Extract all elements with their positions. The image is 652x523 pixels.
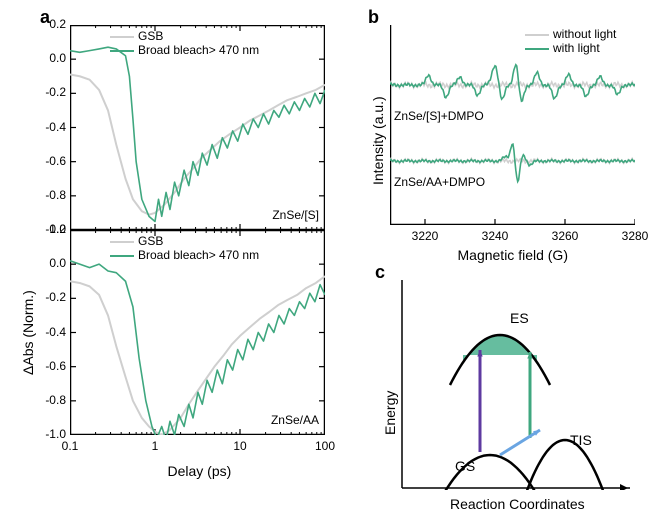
- xtick: 3240: [477, 229, 513, 243]
- ytick: -0.4: [36, 325, 66, 339]
- panel-b-legend: without lightwith light: [525, 27, 616, 55]
- legend-swatch: [110, 36, 134, 38]
- epr-lower-label: ZnSe/AA+DMPO: [394, 175, 485, 189]
- legend-label: GSB: [138, 234, 163, 248]
- legend-label: Broad bleach> 470 nm: [138, 248, 259, 262]
- panel-a-legend: GSBBroad bleach> 470 nm: [110, 29, 259, 57]
- legend-item: Broad bleach> 470 nm: [110, 248, 259, 262]
- xtick: 10: [225, 439, 255, 453]
- ytick: -0.6: [36, 359, 66, 373]
- ytick: -0.6: [36, 154, 66, 168]
- xtick: 3260: [547, 229, 583, 243]
- legend-label: Broad bleach> 470 nm: [138, 43, 259, 57]
- legend-label: without light: [553, 27, 616, 41]
- xtick: 3220: [407, 229, 443, 243]
- panel-c-label: c: [375, 262, 385, 283]
- xtick: 0.1: [55, 439, 85, 453]
- xtick: 1: [140, 439, 170, 453]
- panel-b-label: b: [368, 7, 379, 28]
- legend-item: GSB: [110, 234, 259, 248]
- es-label: ES: [510, 310, 529, 326]
- panel-a-legend: GSBBroad bleach> 470 nm: [110, 234, 259, 262]
- legend-item: without light: [525, 27, 616, 41]
- legend-item: GSB: [110, 29, 259, 43]
- legend-swatch: [110, 50, 134, 52]
- tis-label: TIS: [570, 432, 592, 448]
- panel-c-ylabel: Energy: [382, 391, 398, 435]
- ytick: -0.8: [36, 188, 66, 202]
- ytick: -0.2: [36, 290, 66, 304]
- panel-b-xlabel: Magnetic field (G): [458, 247, 568, 263]
- legend-label: GSB: [138, 29, 163, 43]
- epr-upper-label: ZnSe/[S]+DMPO: [394, 109, 484, 123]
- ytick: -0.2: [36, 85, 66, 99]
- gs-label: GS: [455, 458, 475, 474]
- legend-swatch: [110, 241, 134, 243]
- panel-a-ylabel: ΔAbs (Norm.): [20, 290, 36, 375]
- ytick: 0.0: [36, 256, 66, 270]
- legend-item: with light: [525, 41, 616, 55]
- ytick: 0.2: [36, 17, 66, 31]
- inset-label: ZnSe/AA: [245, 413, 319, 427]
- legend-item: Broad bleach> 470 nm: [110, 43, 259, 57]
- ytick: -0.4: [36, 120, 66, 134]
- panel-b-plot: [390, 25, 635, 225]
- panel-b-ylabel: Intensity (a.u.): [370, 96, 386, 185]
- xtick: 3280: [617, 229, 652, 243]
- legend-swatch: [525, 48, 549, 50]
- xtick: 100: [310, 439, 340, 453]
- ytick: 0.0: [36, 51, 66, 65]
- legend-swatch: [110, 255, 134, 257]
- panel-a-xlabel: Delay (ps): [168, 463, 232, 479]
- inset-label: ZnSe/[S]: [245, 208, 319, 222]
- legend-label: with light: [553, 41, 600, 55]
- ytick: -0.8: [36, 393, 66, 407]
- legend-swatch: [525, 34, 549, 36]
- ytick: 0.2: [36, 222, 66, 236]
- panel-c-xlabel: Reaction Coordinates: [450, 496, 585, 512]
